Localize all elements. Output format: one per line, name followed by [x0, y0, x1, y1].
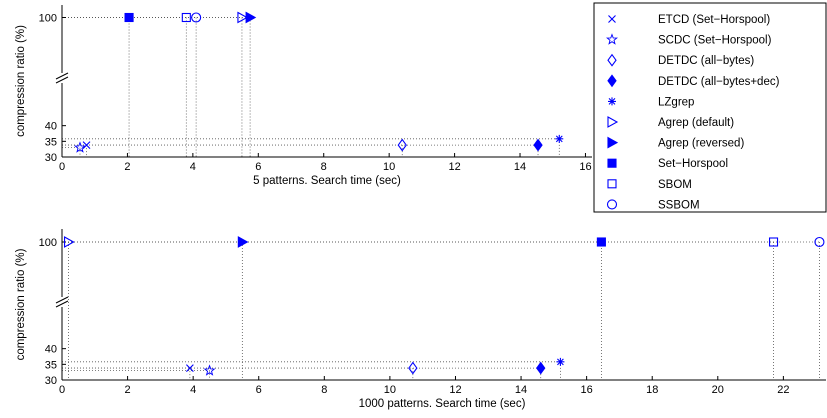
legend-marker	[607, 116, 619, 128]
data-point-star	[203, 364, 216, 376]
legend-box	[593, 2, 827, 213]
legend-marker	[607, 53, 617, 67]
x-tick-label: 22	[777, 384, 789, 396]
legend-marker	[606, 33, 618, 45]
y-tick-label: 30	[45, 375, 57, 387]
y-tick-label: 40	[45, 121, 57, 133]
x-tick-label: 2	[125, 384, 131, 396]
x-tick-label: 6	[256, 384, 262, 396]
axis-break-mark	[55, 296, 69, 308]
data-point-x	[82, 141, 91, 149]
data-point-asterisk	[555, 134, 564, 143]
data-point-star	[74, 141, 86, 153]
data-point-square-filled	[124, 12, 134, 23]
legend-label: SBOM	[658, 179, 692, 191]
x-tick-label: 8	[321, 161, 327, 173]
legend-marker	[607, 136, 619, 149]
data-point-square-filled	[596, 237, 606, 247]
data-point-square-open	[768, 237, 779, 247]
data-point-diamond-open	[397, 138, 407, 152]
data-point-triangle-right-filled	[245, 11, 257, 24]
guide-lines	[62, 241, 820, 380]
data-point-square-open	[181, 12, 191, 23]
data-points	[64, 236, 825, 376]
legend-marker	[607, 74, 617, 88]
legend-marker	[607, 158, 617, 168]
legend-label: SSBOM	[658, 199, 700, 211]
data-point-diamond-open	[408, 361, 418, 375]
y-tick-label: 100	[39, 237, 57, 249]
legend: ETCD (Set−Horspool) SCDC (Set−Horspool) DE…	[593, 2, 827, 213]
panel-1: 0 2 4 6 8 10 12 14 16 30 35 40 100 5 patterns. Search…	[15, 5, 592, 187]
data-point-triangle-right-open	[237, 11, 249, 24]
x-tick-label: 16	[579, 161, 591, 173]
x-tick-label: 10	[384, 384, 396, 396]
legend-label: Set−Horspool	[658, 158, 728, 170]
legend-marker	[608, 15, 616, 23]
data-point-triangle-right-open	[64, 236, 75, 248]
guide-lines	[62, 17, 560, 157]
legend-label: SCDC (Set−Horspool)	[658, 35, 772, 47]
panel-2: 0 2 4 6 8 10 12 14 16 18 20 22 30 35 40 100 1000 pattern…	[15, 229, 826, 410]
x-tick-label: 4	[190, 161, 196, 173]
x-tick-label: 14	[514, 161, 526, 173]
y-tick-label: 100	[39, 13, 57, 25]
x-tick-label: 6	[255, 161, 261, 173]
data-point-diamond-filled	[533, 138, 543, 152]
legend-label: Agrep (reversed)	[658, 138, 744, 150]
x-axis-label: 5 patterns. Search time (sec)	[253, 175, 401, 187]
x-tick-label: 0	[59, 161, 65, 173]
data-point-x	[185, 364, 194, 372]
y-axis-label: compression ratio (%)	[15, 25, 27, 137]
legend-label: ETCD (Set−Horspool)	[658, 14, 770, 26]
x-axis-label: 1000 patterns. Search time (sec)	[359, 398, 526, 410]
legend-marker	[606, 199, 618, 210]
x-tick-label: 20	[712, 384, 724, 396]
x-tick-label: 10	[383, 161, 395, 173]
x-tick-label: 0	[59, 384, 65, 396]
y-tick-label: 35	[45, 359, 57, 371]
data-point-circle-open	[814, 236, 825, 248]
legend-label: Agrep (default)	[658, 117, 734, 129]
y-tick-label: 35	[45, 136, 57, 148]
x-tick-label: 16	[581, 384, 593, 396]
x-tick-label: 12	[449, 384, 461, 396]
y-axis-label: compression ratio (%)	[15, 248, 27, 360]
x-tick-label: 8	[321, 384, 327, 396]
data-point-asterisk	[556, 357, 565, 366]
x-tick-label: 12	[448, 161, 460, 173]
y-tick-label: 30	[45, 152, 57, 164]
legend-label: DETDC (all−bytes+dec)	[658, 76, 780, 88]
legend-marker	[607, 179, 617, 189]
data-point-circle-open	[191, 12, 202, 23]
legend-marker	[608, 97, 616, 106]
axis-break-mark	[55, 72, 69, 84]
x-tick-label: 2	[124, 161, 130, 173]
x-tick-label: 18	[646, 384, 658, 396]
legend-label: LZgrep	[658, 96, 694, 108]
data-points	[74, 11, 564, 153]
x-tick-label: 14	[515, 384, 527, 396]
x-tick-label: 4	[190, 384, 196, 396]
data-point-triangle-right-filled	[237, 236, 249, 248]
legend-label: DETDC (all−bytes)	[658, 55, 754, 67]
data-point-diamond-filled	[536, 361, 546, 375]
y-tick-label: 40	[45, 344, 57, 356]
